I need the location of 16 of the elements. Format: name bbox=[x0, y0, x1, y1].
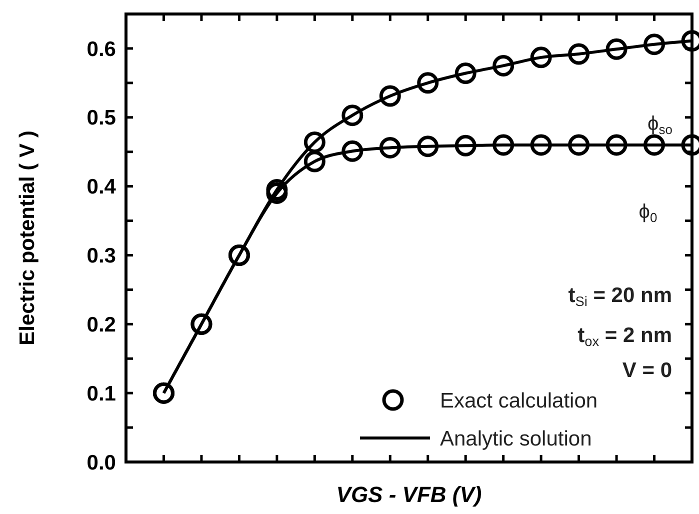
annotation: t$_{Si}$ = 20 nm bbox=[568, 284, 672, 310]
annotation: ϕ$_{0}$ bbox=[638, 201, 658, 225]
legend-label: Analytic solution bbox=[440, 427, 592, 450]
y-tick-label: 0.3 bbox=[86, 244, 116, 268]
x-axis-title: VGS - VFB (V) bbox=[336, 482, 482, 507]
y-tick-label: 0.1 bbox=[86, 382, 116, 406]
legend-label: Exact calculation bbox=[440, 389, 598, 412]
annotation: ϕ$_{so}$ bbox=[648, 113, 672, 137]
annotation: V = 0 bbox=[622, 359, 672, 382]
annotation: t$_{ox}$ = 2 nm bbox=[578, 324, 672, 350]
y-axis-title: Electric potential ( V ) bbox=[16, 130, 39, 346]
y-tick-label: 0.4 bbox=[86, 176, 116, 199]
y-tick-label: 0.0 bbox=[86, 451, 116, 474]
y-tick-label: 0.2 bbox=[86, 314, 116, 337]
y-tick-label: 0.6 bbox=[86, 38, 116, 61]
y-tick-label: 0.5 bbox=[86, 106, 116, 130]
